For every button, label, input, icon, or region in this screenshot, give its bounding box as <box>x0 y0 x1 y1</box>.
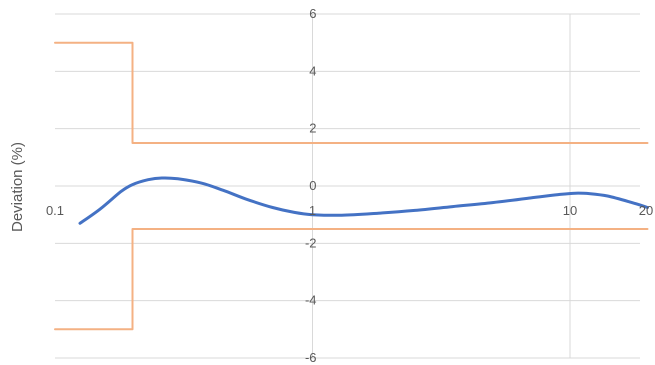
x-tick-label: 1 <box>309 203 316 218</box>
x-tick-label: 0.1 <box>46 203 64 218</box>
x-tick-label: 20 <box>639 203 653 218</box>
y-tick-label: 6 <box>309 6 316 21</box>
upper-limit-line <box>54 41 649 144</box>
grid-lines <box>55 13 640 359</box>
x-tick-label: 10 <box>563 203 577 218</box>
y-tick-label: -6 <box>305 350 317 365</box>
lower-limit-line <box>54 228 649 331</box>
y-tick-label: 2 <box>309 121 316 136</box>
y-axis-label: Deviation (%) <box>9 142 26 232</box>
series-layer <box>54 41 649 331</box>
y-tick-label: 0 <box>309 178 316 193</box>
y-tick-label: 4 <box>309 63 316 78</box>
y-tick-label: -2 <box>305 235 317 250</box>
y-tick-label: -4 <box>305 293 317 308</box>
measured-line <box>78 176 649 225</box>
